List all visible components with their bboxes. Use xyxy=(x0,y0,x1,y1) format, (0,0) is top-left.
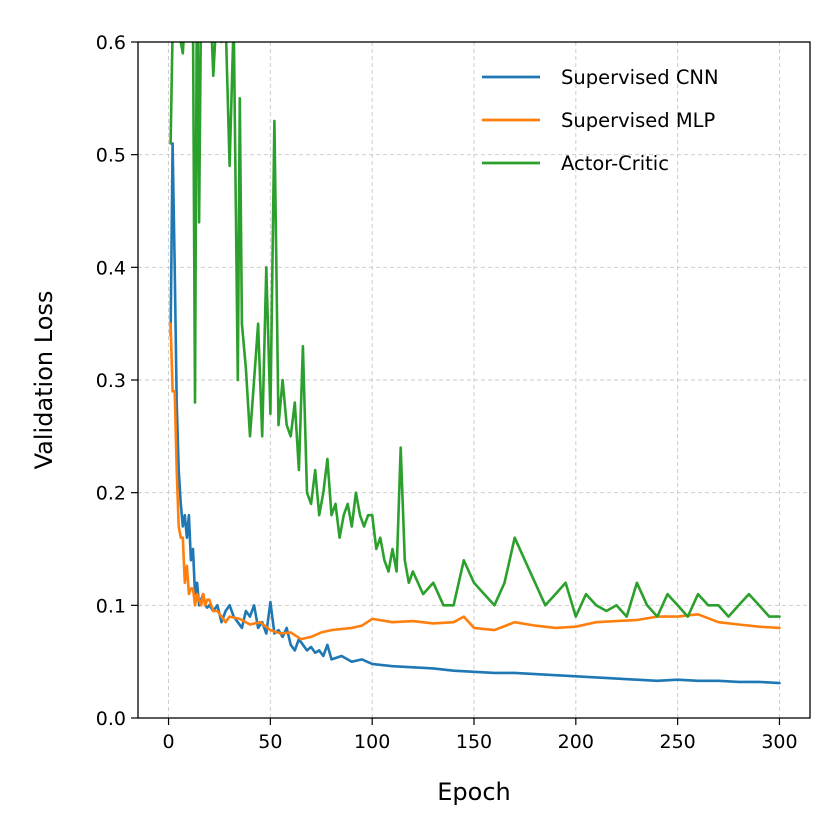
x-tick-label: 250 xyxy=(660,731,696,753)
legend-label: Supervised CNN xyxy=(561,66,719,89)
x-tick-label: 150 xyxy=(456,731,492,753)
y-tick-label: 0.5 xyxy=(96,145,126,167)
y-axis-ticks: 0.0 0.1 0.2 0.3 0.4 0.5 0.6 xyxy=(96,32,138,730)
x-tick-label: 0 xyxy=(162,731,174,753)
x-axis-label: Epoch xyxy=(437,778,511,806)
x-tick-label: 300 xyxy=(761,731,797,753)
y-tick-label: 0.6 xyxy=(96,32,126,54)
y-tick-label: 0.3 xyxy=(96,370,126,392)
x-axis-ticks: 0 50 100 150 200 250 300 xyxy=(162,718,798,753)
y-tick-label: 0.0 xyxy=(96,708,126,730)
x-tick-label: 200 xyxy=(558,731,594,753)
series-lines xyxy=(169,42,781,685)
y-tick-label: 0.4 xyxy=(96,257,126,279)
series-line-2 xyxy=(169,322,781,641)
legend-label: Supervised MLP xyxy=(561,109,716,132)
x-tick-label: 50 xyxy=(258,731,282,753)
y-axis-label: Validation Loss xyxy=(30,291,58,470)
x-tick-label: 100 xyxy=(354,731,390,753)
legend-label: Actor-Critic xyxy=(561,152,669,175)
series-line-3 xyxy=(169,42,781,618)
y-tick-label: 0.2 xyxy=(96,483,126,505)
y-tick-label: 0.1 xyxy=(96,595,126,617)
legend: Supervised CNN Supervised MLP Actor-Critic xyxy=(482,66,719,175)
